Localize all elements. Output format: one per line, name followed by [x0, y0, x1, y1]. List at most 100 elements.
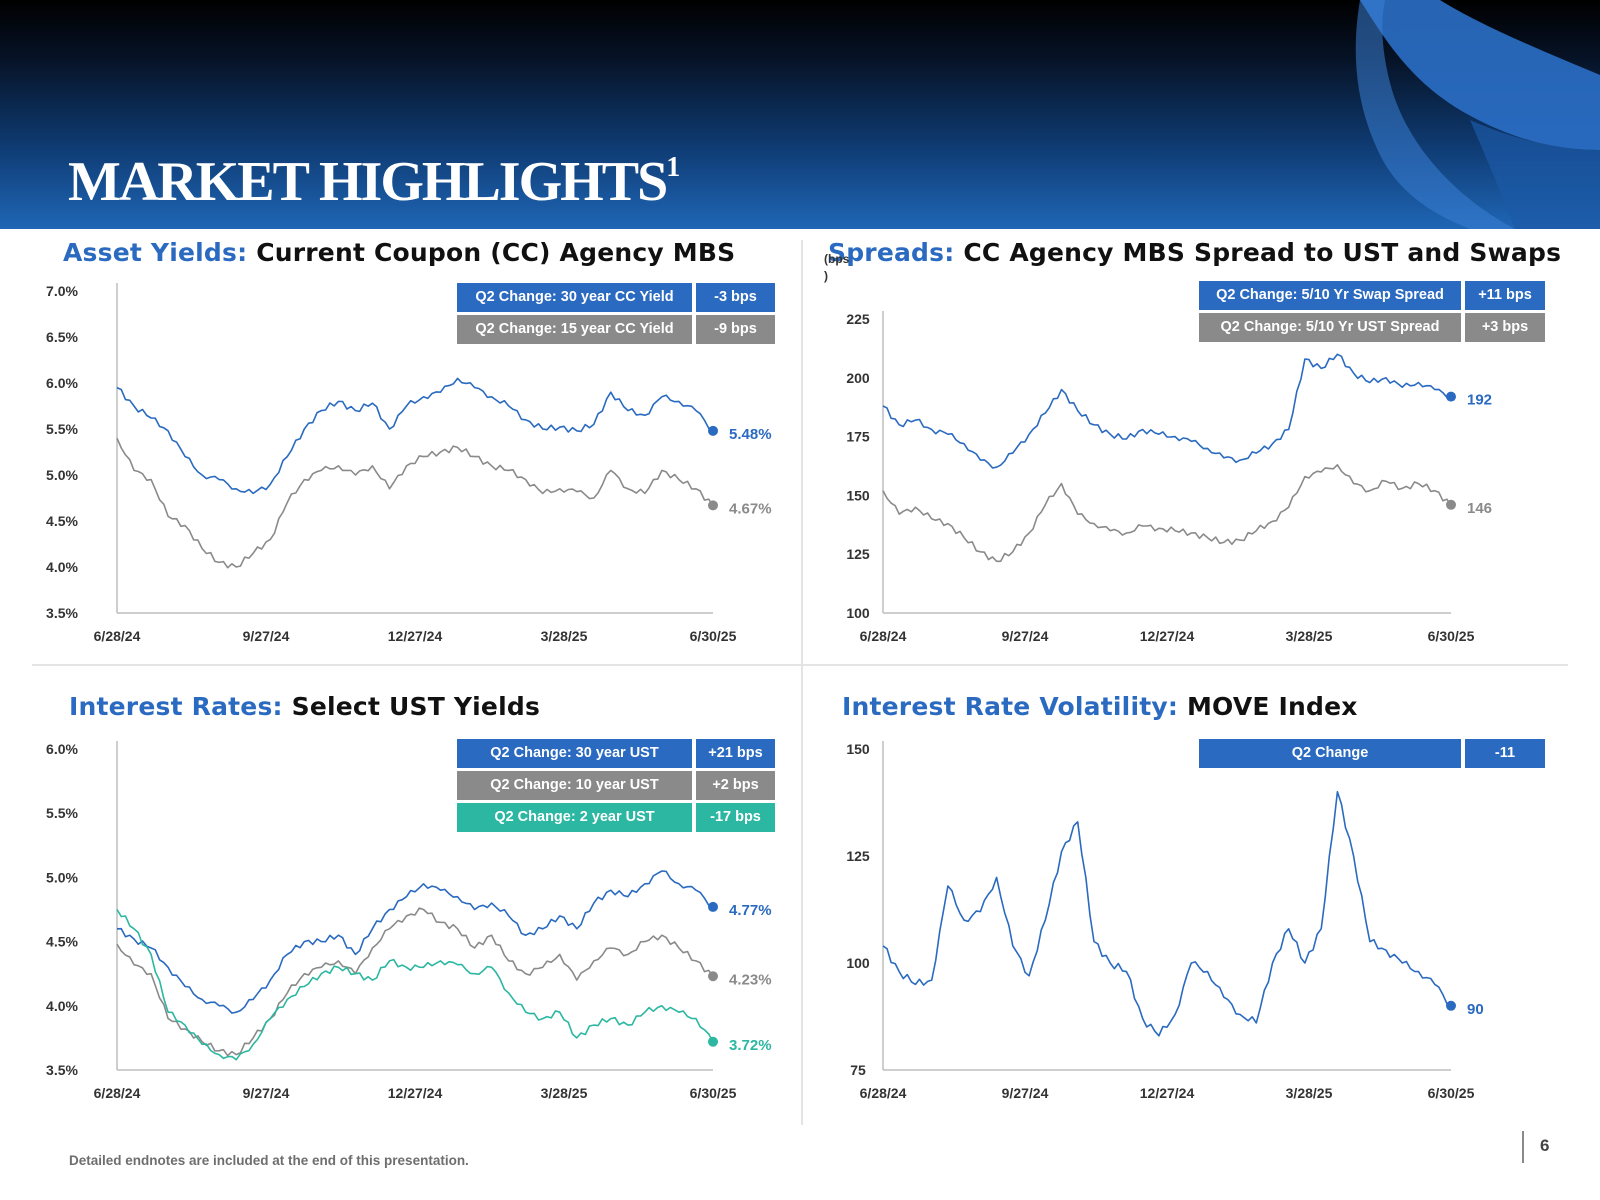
y-tick-label: 5.0%	[46, 869, 78, 885]
panel-title-rest: CC Agency MBS Spread to UST and Swaps	[963, 238, 1562, 267]
y-tick-label: 3.5%	[46, 1062, 78, 1078]
horizontal-divider	[32, 664, 1568, 666]
x-tick-label: 12/27/24	[1140, 628, 1195, 644]
series-line	[116, 870, 714, 1014]
panel-title: Asset Yields: Current Coupon (CC) Agency…	[63, 238, 735, 267]
y-tick-label: 5.5%	[46, 805, 78, 821]
y-tick-label: 100	[846, 605, 870, 621]
y-axis-unit-label: (bps	[824, 252, 850, 266]
change-value: -17 bps	[696, 803, 775, 832]
y-tick-label: 4.5%	[46, 934, 78, 950]
series-line	[116, 437, 714, 569]
interest-rates-panel: Interest Rates: Select UST Yields 3.5% 4.…	[0, 692, 780, 1132]
y-tick-label: 200	[846, 370, 870, 386]
x-tick-label: 3/28/25	[541, 1085, 588, 1101]
x-tick-label: 12/27/24	[1140, 1085, 1195, 1101]
series-end-label: 5.48%	[729, 426, 772, 443]
change-label: Q2 Change: 5/10 Yr UST Spread	[1199, 313, 1461, 342]
x-tick-label: 6/30/25	[690, 1085, 737, 1101]
y-tick-label: 6.0%	[46, 375, 78, 391]
change-value: +11 bps	[1465, 281, 1545, 310]
change-label: Q2 Change: 30 year CC Yield	[457, 283, 692, 312]
y-tick-label: 6.5%	[46, 329, 78, 345]
series-end-marker	[1446, 1000, 1456, 1011]
x-tick-label: 6/30/25	[1428, 628, 1475, 644]
asset-yields-panel: Asset Yields: Current Coupon (CC) Agency…	[0, 235, 780, 675]
x-tick-label: 12/27/24	[388, 628, 443, 644]
x-tick-label: 9/27/24	[1002, 628, 1049, 644]
x-tick-label: 6/28/24	[860, 1085, 907, 1101]
header-banner: MARKET HIGHLIGHTS1	[0, 0, 1600, 229]
x-tick-label: 6/28/24	[94, 628, 141, 644]
y-tick-label: 150	[846, 487, 870, 503]
panel-title-lead: Interest Rates:	[69, 692, 283, 721]
change-value: -9 bps	[696, 315, 775, 344]
page-number-rule	[1522, 1131, 1524, 1163]
change-value: -11	[1465, 739, 1545, 768]
change-row-move: Q2 Change -11	[1199, 739, 1545, 768]
series-line	[882, 791, 1452, 1037]
change-label: Q2 Change: 30 year UST	[457, 739, 692, 768]
spreads-panel: Spreads: CC Agency MBS Spread to UST and…	[800, 235, 1580, 675]
panel-title-rest: MOVE Index	[1186, 692, 1358, 721]
spreads-chart: 100 125 150 175 200 225 (bps) 6/28/24 9/27/24 12/…	[824, 252, 1492, 644]
x-tick-label: 6/28/24	[94, 1085, 141, 1101]
y-tick-label: 4.0%	[46, 998, 78, 1014]
y-tick-label: 125	[846, 546, 870, 562]
change-label: Q2 Change: 15 year CC Yield	[457, 315, 692, 344]
series-end-marker	[1446, 391, 1456, 402]
series-end-marker	[1446, 499, 1456, 510]
series-end-label: 90	[1467, 1001, 1484, 1018]
change-value: +2 bps	[696, 771, 775, 800]
series-end-marker	[708, 901, 718, 912]
panel-title-lead: Spreads:	[828, 238, 955, 267]
change-label: Q2 Change: 2 year UST	[457, 803, 692, 832]
interest-rates-chart: 3.5% 4.0% 4.5% 5.0% 5.5% 6.0% 6/28/24 9/27/24 12…	[46, 741, 772, 1101]
series-end-label: 192	[1467, 392, 1492, 409]
change-label: Q2 Change: 5/10 Yr Swap Spread	[1199, 281, 1461, 310]
change-row-15yr: Q2 Change: 15 year CC Yield -9 bps	[457, 315, 775, 344]
change-row-30yr-ust: Q2 Change: 30 year UST +21 bps	[457, 739, 775, 768]
asset-yields-chart: 3.5% 4.0% 4.5% 5.0% 5.5% 6.0% 6.5% 7.0% 6/28/24 9…	[46, 283, 772, 644]
x-tick-label: 9/27/24	[1002, 1085, 1049, 1101]
endnotes-footnote: Detailed endnotes are included at the en…	[69, 1153, 469, 1168]
y-tick-label: 4.0%	[46, 559, 78, 575]
series-line	[116, 909, 714, 1061]
panel-title-lead: Asset Yields:	[63, 238, 248, 267]
page-title: MARKET HIGHLIGHTS1	[68, 151, 681, 213]
series-end-label: 146	[1467, 500, 1492, 517]
x-tick-label: 9/27/24	[243, 1085, 290, 1101]
page-number: 6	[1540, 1136, 1550, 1155]
series-end-marker	[708, 425, 718, 436]
x-tick-label: 3/28/25	[1286, 1085, 1333, 1101]
title-footnote-marker: 1	[666, 152, 681, 183]
logo-graphic-icon	[1355, 0, 1600, 229]
y-tick-label: 150	[846, 741, 870, 757]
series-end-label: 4.77%	[729, 902, 772, 919]
change-label: Q2 Change: 10 year UST	[457, 771, 692, 800]
change-value: +21 bps	[696, 739, 775, 768]
panel-title-rest: Current Coupon (CC) Agency MBS	[256, 238, 736, 267]
panel-title: Interest Rate Volatility: MOVE Index	[842, 692, 1358, 721]
y-tick-label: 125	[846, 848, 870, 864]
series-line	[116, 377, 714, 495]
x-tick-label: 9/27/24	[243, 628, 290, 644]
x-tick-label: 12/27/24	[388, 1085, 443, 1101]
panel-title: Interest Rates: Select UST Yields	[69, 692, 540, 721]
series-line	[882, 353, 1452, 469]
volatility-chart: 75 100 125 150 6/28/24 9/27/24 12/27/24 3/28/25…	[846, 741, 1484, 1101]
series-end-marker	[708, 1036, 718, 1047]
y-tick-label: 100	[846, 955, 870, 971]
y-tick-label: 5.0%	[46, 467, 78, 483]
y-tick-label: 3.5%	[46, 605, 78, 621]
series-line	[116, 907, 714, 1057]
series-end-label: 3.72%	[729, 1037, 772, 1054]
change-value: +3 bps	[1465, 313, 1545, 342]
vertical-divider	[801, 240, 803, 1125]
panel-title-lead: Interest Rate Volatility:	[842, 692, 1179, 721]
series-end-label: 4.23%	[729, 971, 772, 988]
change-row-10yr-ust: Q2 Change: 10 year UST +2 bps	[457, 771, 775, 800]
y-tick-label: 175	[846, 429, 870, 445]
y-tick-label: 7.0%	[46, 283, 78, 299]
panel-title: Spreads: CC Agency MBS Spread to UST and…	[828, 238, 1561, 267]
